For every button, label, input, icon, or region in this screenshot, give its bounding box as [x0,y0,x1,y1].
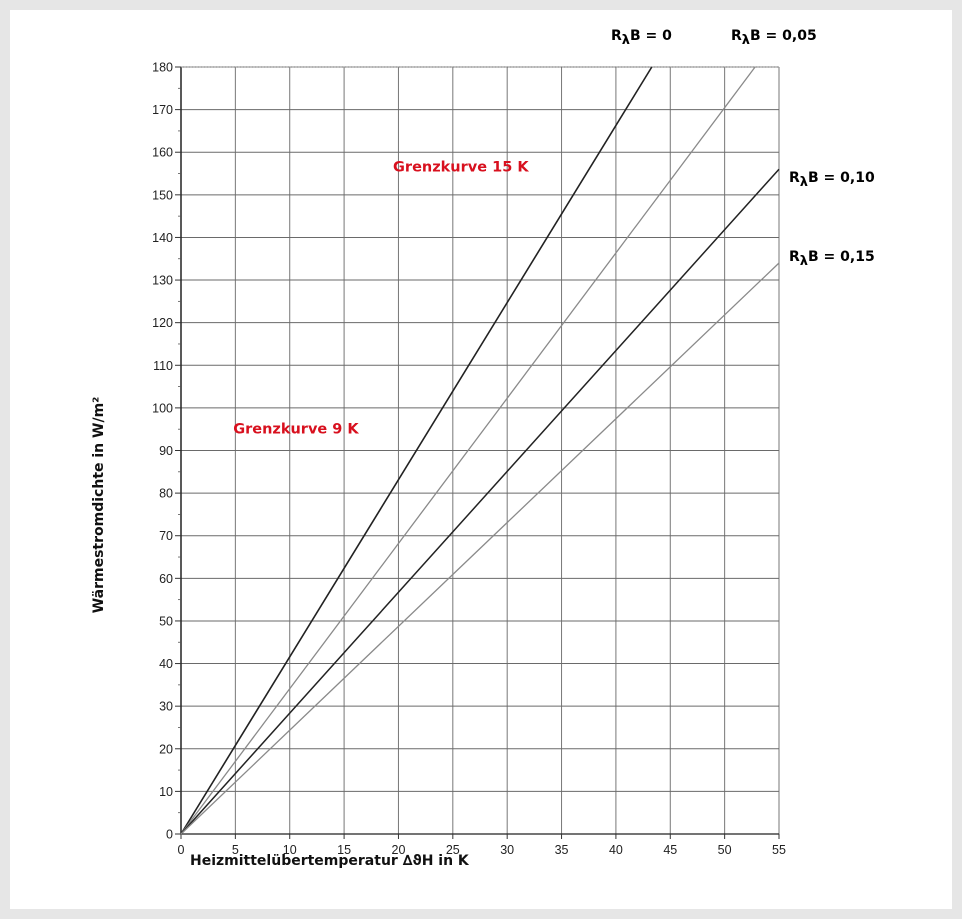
y-tick-label: 10 [159,785,173,799]
y-tick-label: 80 [159,487,173,501]
series-line [180,168,780,835]
chart-frame [10,10,952,909]
y-tick-label: 160 [152,146,173,160]
y-axis-title: Wärmestromdichte in W/m² [91,397,107,614]
annotations: Grenzkurve 15 K Grenzkurve 9 K [233,159,529,437]
x-tick-label: 40 [609,843,623,857]
y-tick-label: 20 [159,742,173,756]
y-tick-label: 70 [159,529,173,543]
y-tick-label: 90 [159,444,173,458]
y-tick-label: 50 [159,614,173,628]
y-tick-label: 130 [152,274,173,288]
x-tick-label: 15 [337,843,351,857]
curve-annotation: Grenzkurve 15 K [393,159,529,175]
y-tick-labels: 0 10 20 30 40 50 60 70 80 90 100 110 120 130 140 150 160… [152,61,173,842]
grid [181,66,780,834]
y-tick-label: 120 [152,316,173,330]
series-lines [180,66,780,835]
y-tick-label: 100 [152,401,173,415]
x-tick-label: 45 [663,843,677,857]
y-tick-label: 30 [159,700,173,714]
y-tick-label: 150 [152,188,173,202]
x-tick-label: 5 [232,843,239,857]
y-tick-label: 0 [166,828,173,842]
y-tick-label: 60 [159,572,173,586]
series-labels: RλB = 0 RλB = 0,05 RλB = 0,10 RλB = 0,15 [611,28,875,269]
y-tick-label: 40 [159,657,173,671]
x-tick-label: 0 [178,843,185,857]
x-tick-label: 10 [283,843,297,857]
x-tick-label: 25 [446,843,460,857]
series-line [180,66,653,835]
y-tick-label: 140 [152,231,173,245]
series-line [180,66,756,835]
axes [175,66,780,839]
y-tick-label: 170 [152,103,173,117]
x-tick-label: 55 [772,843,786,857]
y-tick-label: 180 [152,61,173,75]
series-line [180,262,780,835]
x-tick-label: 35 [555,843,569,857]
x-tick-label: 50 [718,843,732,857]
curve-annotation: Grenzkurve 9 K [233,421,359,437]
y-tick-label: 110 [153,359,173,373]
series-label: RλB = 0,10 [789,170,875,190]
x-axis-title: Heizmittelübertemperatur ∆ϑH in K [190,853,470,869]
x-tick-label: 30 [500,843,514,857]
x-tick-labels: 0 5 10 15 20 25 30 35 40 45 50 55 [178,843,786,857]
series-label: RλB = 0 [611,28,672,48]
series-label: RλB = 0,15 [789,249,875,269]
series-label: RλB = 0,05 [731,28,817,48]
x-tick-label: 20 [392,843,406,857]
